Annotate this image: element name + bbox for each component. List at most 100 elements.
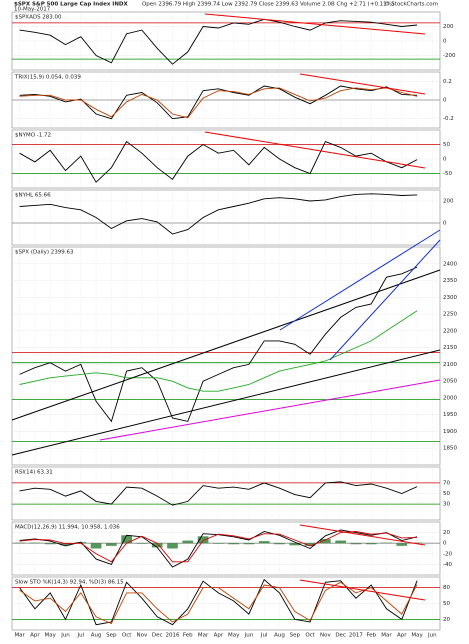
histogram-bar (228, 543, 239, 545)
x-tick-label: Jun (244, 633, 254, 639)
trend-line (204, 13, 426, 35)
y-tick-label: 2200 (443, 328, 457, 334)
series-line (19, 18, 418, 65)
y-tick-label: 200 (443, 24, 454, 30)
x-tick-label: Mar (381, 633, 392, 639)
date: 10-May-2017 (14, 7, 51, 13)
x-tick-label: Aug (91, 633, 102, 639)
y-tick-label: 50 (443, 142, 450, 148)
histogram-bar (60, 543, 71, 546)
histogram-bar (14, 542, 25, 544)
y-tick-label: 0 (443, 39, 447, 45)
x-tick-label: Nov (137, 633, 148, 639)
x-tick-label: May (228, 633, 240, 639)
y-tick-label: 2100 (443, 362, 457, 368)
histogram-bar (106, 543, 117, 546)
y-tick-label: 2400 (443, 261, 457, 267)
panel-title: TRIX(15,9) 0.054, 0.039 (14, 75, 81, 81)
trend-line (99, 379, 441, 441)
histogram-bar (258, 541, 270, 544)
y-tick-label: 50 (443, 601, 450, 607)
x-tick-label: Feb (366, 633, 376, 639)
histogram-bar (29, 542, 41, 544)
series-line (19, 266, 418, 423)
panel-title: MACD(12,26,9) 11.994, 10.958, 1.036 (15, 525, 120, 531)
y-tick-label: 2050 (443, 379, 457, 385)
y-tick-label: 2000 (443, 395, 457, 401)
y-tick-label: 0 (443, 98, 447, 104)
series-line (19, 310, 418, 392)
panel-title: $SPXADS 283.00 (15, 15, 62, 21)
histogram-bar (304, 543, 316, 546)
y-tick-label: -50 (443, 171, 452, 177)
histogram-bar (274, 543, 285, 545)
histogram-bar (213, 543, 224, 544)
histogram-bar (381, 542, 392, 544)
y-tick-label: 30 (443, 502, 450, 508)
histogram-bar (151, 543, 163, 548)
trend-line (204, 131, 426, 169)
y-tick-label: 20 (443, 530, 450, 536)
y-tick-label: 2350 (443, 278, 457, 284)
histogram-bar (197, 536, 209, 544)
y-tick-label: 2300 (443, 295, 457, 301)
x-tick-label: Jul (76, 633, 84, 639)
x-tick-label: May (411, 633, 423, 639)
series-line (19, 581, 418, 625)
y-tick-label: 0 (443, 157, 447, 163)
histogram-bar (121, 535, 132, 544)
series-line (19, 481, 418, 506)
x-tick-label: Aug (274, 633, 285, 639)
x-tick-label: Jul (260, 633, 268, 639)
trend-line (11, 349, 441, 456)
series-line (19, 193, 418, 235)
trend-line (11, 269, 441, 421)
x-tick-label: Sep (290, 633, 301, 639)
trend-line (299, 579, 426, 601)
histogram-bar (182, 540, 194, 544)
histogram-bar (365, 543, 377, 545)
y-tick-label: 1950 (443, 412, 457, 418)
panel-frame (11, 246, 441, 466)
trend-line (299, 73, 426, 95)
x-tick-label: Feb (183, 633, 193, 639)
trend-line (279, 229, 441, 331)
y-tick-label: 2150 (443, 345, 457, 351)
x-tick-label: Mar (198, 633, 209, 639)
x-tick-label: Dec (152, 633, 163, 639)
series-line (19, 85, 418, 120)
trend-line (299, 524, 426, 546)
series-line (19, 531, 418, 563)
x-tick-label: Apr (214, 633, 224, 639)
panel-title: RSI(14) 63.31 (15, 470, 53, 476)
x-tick-label: Sep (106, 633, 117, 639)
y-tick-label: 1850 (443, 446, 457, 452)
histogram-bar (335, 540, 346, 544)
histogram-bar (243, 543, 255, 545)
panel-title: $NYMO -1.72 (15, 133, 51, 139)
panel-title: $NYHL 65.66 (15, 193, 51, 199)
series-line (19, 578, 418, 626)
x-tick-label: 2017 (349, 633, 363, 639)
y-tick-label: 1900 (443, 429, 457, 435)
x-tick-label: Mar (14, 633, 25, 639)
x-tick-label: Oct (122, 633, 132, 639)
histogram-bar (44, 543, 56, 545)
x-tick-label: 2016 (166, 633, 180, 639)
y-tick-label: 0 (443, 221, 447, 227)
x-tick-label: Nov (320, 633, 331, 639)
x-tick-label: Jun (427, 633, 437, 639)
trend-lines (11, 13, 441, 601)
y-tick-label: -20 (443, 551, 452, 557)
histogram-bar (411, 542, 423, 544)
panel-frame (11, 521, 441, 576)
symbol: $SPX S&P 500 Large Cap Index INDX (14, 2, 128, 8)
x-tick-label: Apr (397, 633, 407, 639)
y-tick-label: -200 (443, 53, 456, 59)
trend-line (329, 239, 441, 361)
y-tick-label: 50 (443, 491, 450, 497)
histogram-bar (350, 543, 362, 545)
x-tick-label: May (45, 633, 57, 639)
y-tick-label: -0.2 (443, 116, 454, 122)
